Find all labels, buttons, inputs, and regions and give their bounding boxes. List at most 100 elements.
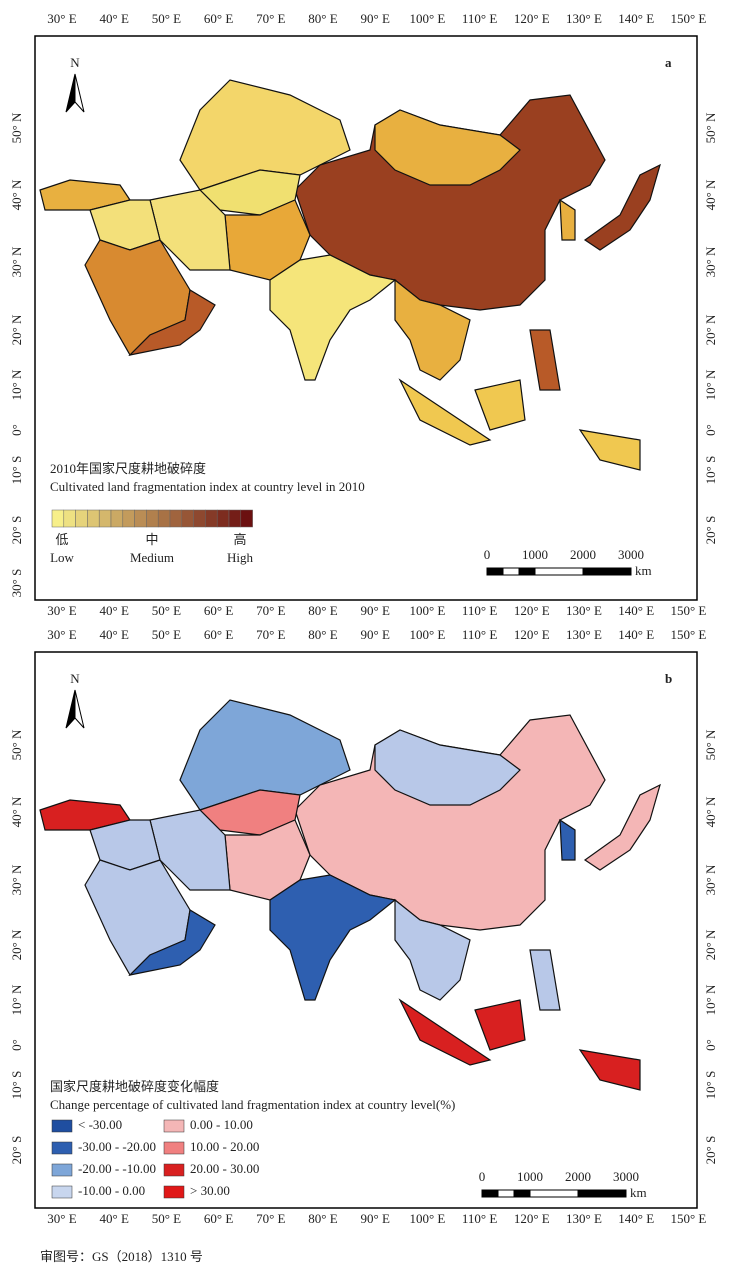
country <box>583 783 661 871</box>
scale-label: 0 <box>484 547 491 562</box>
lon-label: 40° E <box>100 11 129 26</box>
country <box>198 169 301 216</box>
north-label: N <box>70 671 80 686</box>
lon-label: 130° E <box>566 1211 602 1226</box>
lon-label: 110° E <box>462 627 497 642</box>
legend-swatch <box>240 509 253 528</box>
scale-bar <box>577 1189 627 1198</box>
scale-label: 3000 <box>613 1169 639 1184</box>
country <box>398 998 492 1066</box>
scale-bar <box>534 567 584 576</box>
legend-class-label: -20.00 - -10.00 <box>78 1161 156 1176</box>
legend-title: 国家尺度耕地破碎度变化幅度 <box>50 1079 219 1094</box>
lon-label: 90° E <box>361 1211 390 1226</box>
scale-bar <box>502 567 520 576</box>
scale-unit: km <box>630 1185 647 1200</box>
lat-label: 10° N <box>9 369 24 400</box>
country <box>474 999 526 1051</box>
lat-label: 10° S <box>9 456 24 485</box>
country <box>374 729 521 806</box>
legend-swatch <box>51 1185 73 1199</box>
lon-label: 150° E <box>670 11 706 26</box>
legend-swatch <box>163 1163 185 1177</box>
scale-bar <box>582 567 632 576</box>
country <box>269 874 397 1001</box>
scale-bar <box>529 1189 579 1198</box>
lat-label: 40° N <box>703 179 718 210</box>
lat-label: 50° N <box>9 729 24 760</box>
lon-label: 150° E <box>670 603 706 618</box>
legend-swatch <box>228 509 242 528</box>
country <box>559 198 576 241</box>
lat-label: 20° S <box>703 516 718 545</box>
lon-label: 100° E <box>409 627 445 642</box>
lon-label: 90° E <box>361 11 390 26</box>
legend-swatch <box>163 1119 185 1133</box>
lat-label: 50° N <box>9 112 24 143</box>
lat-label: 0° <box>9 424 24 436</box>
lon-label: 100° E <box>409 1211 445 1226</box>
legend-ramp-label: High <box>227 550 254 565</box>
legend-swatch <box>157 509 171 528</box>
lon-label: 150° E <box>670 627 706 642</box>
legend-ramp-label: Medium <box>130 550 174 565</box>
legend-swatch <box>181 509 194 528</box>
country <box>529 329 561 391</box>
scale-bar <box>481 1189 499 1198</box>
legend-swatch <box>134 509 147 528</box>
lat-label: 40° N <box>703 796 718 827</box>
lon-label: 100° E <box>409 603 445 618</box>
scale-label: 1000 <box>517 1169 543 1184</box>
country <box>474 379 526 431</box>
legend-swatch <box>51 509 65 528</box>
map-panel: a N 30° E 30° E 40° E 40° E 50° E 50° E 60° E 60°… <box>9 11 718 618</box>
north-arrow <box>74 73 85 113</box>
lon-label: 110° E <box>462 11 497 26</box>
lon-label: 50° E <box>152 1211 181 1226</box>
lat-label: 0° <box>703 1039 718 1051</box>
legend-class-label: > 30.00 <box>190 1183 230 1198</box>
scale-label: 0 <box>479 1169 486 1184</box>
country <box>559 818 576 861</box>
legend-ramp-label: 高 <box>233 532 246 547</box>
lat-label: 10° S <box>9 1071 24 1100</box>
lat-label: 10° S <box>703 456 718 485</box>
legend-swatch <box>51 1141 73 1155</box>
lon-label: 40° E <box>100 627 129 642</box>
legend-ramp-label: Low <box>50 550 74 565</box>
legend-swatch <box>63 509 76 528</box>
lon-label: 130° E <box>566 11 602 26</box>
lat-label: 20° N <box>9 314 24 345</box>
lon-label: 50° E <box>152 627 181 642</box>
country <box>198 789 301 836</box>
lon-label: 140° E <box>618 603 654 618</box>
legend-class-label: 10.00 - 20.00 <box>190 1139 259 1154</box>
country <box>128 289 216 356</box>
legend-ramp-label: 低 <box>55 532 68 547</box>
country <box>398 378 492 446</box>
lon-label: 150° E <box>670 1211 706 1226</box>
lon-label: 90° E <box>361 603 390 618</box>
lon-label: 90° E <box>361 627 390 642</box>
lat-label: 30° N <box>703 246 718 277</box>
lon-label: 110° E <box>462 1211 497 1226</box>
country <box>128 909 216 976</box>
legend-class-label: 0.00 - 10.00 <box>190 1117 253 1132</box>
lon-label: 30° E <box>47 1211 76 1226</box>
legend-swatch <box>87 509 100 528</box>
lon-label: 30° E <box>47 627 76 642</box>
lat-label: 40° N <box>9 796 24 827</box>
legend-swatch <box>75 509 88 528</box>
scale-bar <box>486 567 504 576</box>
lon-label: 140° E <box>618 627 654 642</box>
legend-swatch <box>51 1119 73 1133</box>
country <box>394 898 471 1001</box>
lon-label: 50° E <box>152 603 181 618</box>
legend-swatch <box>205 509 218 528</box>
lon-label: 60° E <box>204 1211 233 1226</box>
legend-swatch <box>51 1163 73 1177</box>
scale-bar <box>513 1189 531 1198</box>
legend-swatch <box>110 509 124 528</box>
panel-label: b <box>665 671 672 686</box>
